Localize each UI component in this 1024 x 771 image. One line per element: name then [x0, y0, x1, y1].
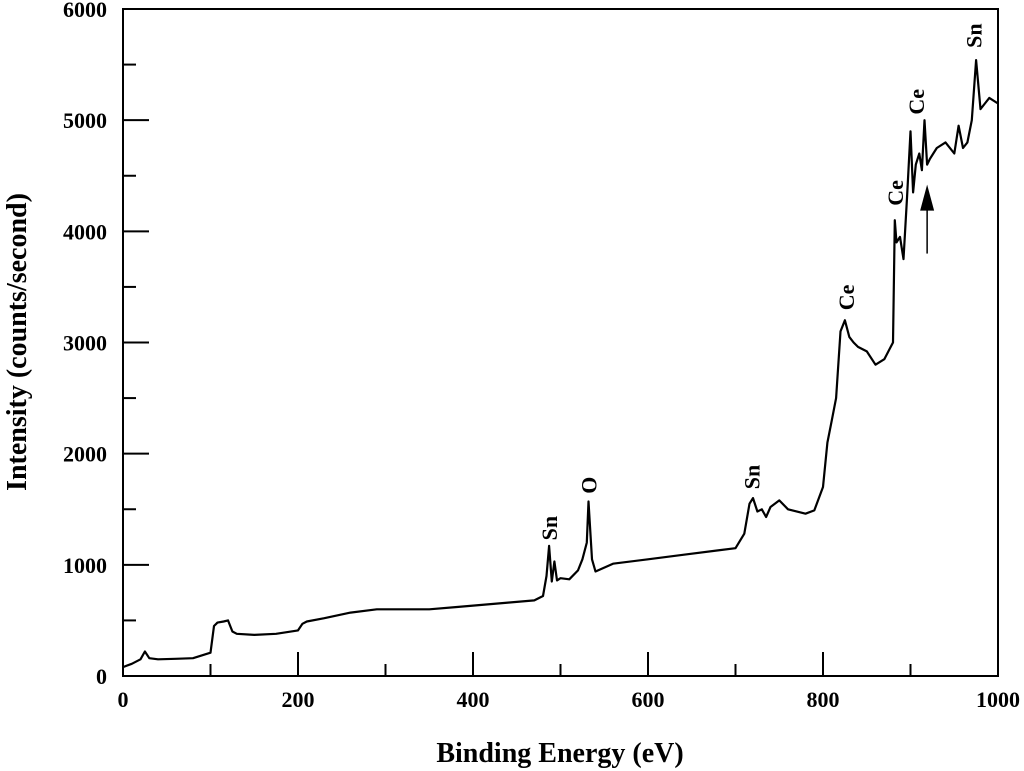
y-tick-label: 4000: [63, 219, 107, 244]
y-tick-label: 0: [96, 664, 107, 689]
peak-annotations: Sn O Sn Ce Ce Ce Sn: [537, 23, 986, 540]
peak-label: Sn: [962, 23, 987, 47]
x-tick-label: 0: [118, 687, 129, 712]
peak-label: Ce: [834, 284, 859, 310]
peak-label: O: [577, 477, 602, 494]
peak-label: Ce: [904, 89, 929, 115]
y-tick-label: 1000: [63, 553, 107, 578]
plot-frame: [122, 8, 999, 677]
y-tick-label: 6000: [63, 0, 107, 22]
arrow-marker: [920, 184, 935, 254]
x-axis: 0 200 400 600 800 1000: [118, 652, 1020, 712]
x-tick-label: 1000: [976, 687, 1020, 712]
y-tick-label: 5000: [63, 108, 107, 133]
x-axis-title: Binding Energy (eV): [436, 738, 683, 769]
y-axis-title: Intensity (counts/second): [2, 193, 33, 491]
y-axis: 0 1000 2000 3000 4000 5000 6000: [63, 0, 149, 689]
x-tick-label: 200: [282, 687, 315, 712]
peak-label: Sn: [537, 516, 562, 540]
x-tick-label: 400: [457, 687, 490, 712]
arrow-head: [920, 184, 935, 211]
x-tick-label: 600: [632, 687, 665, 712]
peak-label: Sn: [739, 465, 764, 489]
x-tick-label: 800: [807, 687, 840, 712]
spectrum-line: [122, 59, 999, 669]
y-tick-label: 2000: [63, 442, 107, 467]
peak-label: Ce: [883, 180, 908, 206]
y-tick-label: 3000: [63, 331, 107, 356]
